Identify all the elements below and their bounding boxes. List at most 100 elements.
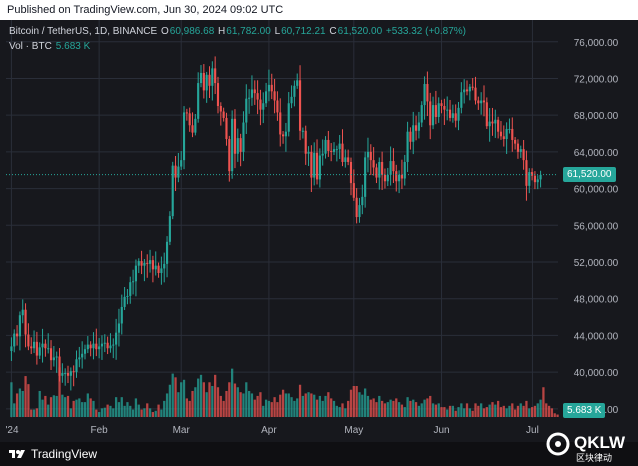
volume-bar [267,400,271,417]
x-tick-label: '24 [5,425,18,436]
volume-bar [488,404,491,417]
candle-body [202,72,205,91]
volume-bar [165,393,169,417]
volume-bar [191,390,194,417]
volume-bar [279,394,282,417]
candle-body [454,113,457,121]
volume-legend: Vol · BTC 5.683 K [9,41,90,52]
volume-bar [335,405,338,417]
x-tick-label: Mar [173,425,191,436]
candle-body [72,371,75,373]
tradingview-logo[interactable]: TradingView [8,447,97,461]
volume-bar [199,374,203,417]
volume-bar [392,400,395,417]
candle-body [315,152,319,180]
volume-bar [35,408,39,417]
volume-bar [457,407,460,417]
volume-bar [64,397,67,417]
volume-bar [134,398,138,417]
legend-low-value: 60,712.21 [281,26,326,37]
candle-body [429,101,432,126]
volume-bar [247,390,251,417]
candle-body [372,160,375,168]
y-tick-label: 64,000.00 [574,148,619,159]
volume-bar [347,400,350,417]
volume-bar [171,373,174,417]
volume-bar [123,405,126,417]
volume-bar [313,394,316,417]
volume-bar [205,392,208,417]
volume-bar [143,408,146,417]
candle-body [324,139,327,154]
candle-body [106,342,109,349]
candle-body [508,128,511,130]
volume-bar [146,403,149,417]
candle-body [126,295,129,297]
candle-body [347,157,350,162]
candle-body [457,107,460,121]
volume-bar [324,395,327,417]
volume-bar [397,402,401,417]
volume-bar [32,409,36,417]
volume-bar [180,382,183,417]
candle-body [225,117,228,140]
candle-body [44,343,47,349]
candle-body [477,100,480,104]
candle-body [58,356,61,376]
candle-body [290,96,293,104]
candle-body [533,175,537,183]
y-tick-label: 72,000.00 [574,74,619,85]
y-tick-label: 76,000.00 [574,38,619,49]
candle-body [514,139,517,144]
candle-body [352,183,355,198]
candle-body [465,89,469,92]
volume-bar [420,403,423,417]
candle-body [417,122,420,131]
chart-area[interactable]: 76,000.00 72,000.00 68,000.00 64,000.00 60,0… [0,20,638,442]
volume-bar [222,400,225,417]
candle-body [423,83,426,106]
candle-body [168,216,171,242]
candle-body [267,84,271,92]
candle-body [248,97,251,99]
volume-bar [383,403,387,417]
volume-bar [197,378,200,417]
candle-body [383,174,387,182]
candle-body [242,122,245,152]
candle-body [327,139,330,151]
candle-body [236,138,239,154]
qklw-watermark: QKLW 区块律动 [544,424,634,464]
volume-bar [148,408,152,417]
volume-bar [349,389,353,417]
candle-body [103,342,106,344]
candle-body [233,118,237,154]
candle-body [463,89,466,93]
volume-bar [273,397,276,417]
candle-body [259,99,262,110]
y-tick-label: 48,000.00 [574,295,619,306]
volume-bar [154,410,157,417]
candle-body [13,333,16,347]
volume-bar [482,408,486,417]
candle-body [318,155,321,180]
candle-body [296,80,299,86]
volume-bar [480,403,483,417]
candle-body [474,87,477,101]
volume-bar [545,403,548,417]
volume-bar [446,409,449,417]
volume-bar [380,400,384,417]
candle-body [160,268,163,274]
volume-bar [369,399,372,417]
volume-bar [375,402,378,417]
candle-body [38,347,41,356]
volume-value: 5.683 K [55,41,91,52]
candle-body [355,197,358,218]
published-header: Published on TradingView.com, Jun 30, 20… [0,0,638,20]
volume-label: Vol · BTC [9,41,52,52]
candle-body [208,74,211,86]
volume-bar [502,405,505,417]
candlestick-chart[interactable]: 76,000.00 72,000.00 68,000.00 64,000.00 60,0… [0,20,638,442]
candle-body [488,121,491,127]
x-tick-label: May [344,425,363,436]
candle-body [499,131,503,137]
